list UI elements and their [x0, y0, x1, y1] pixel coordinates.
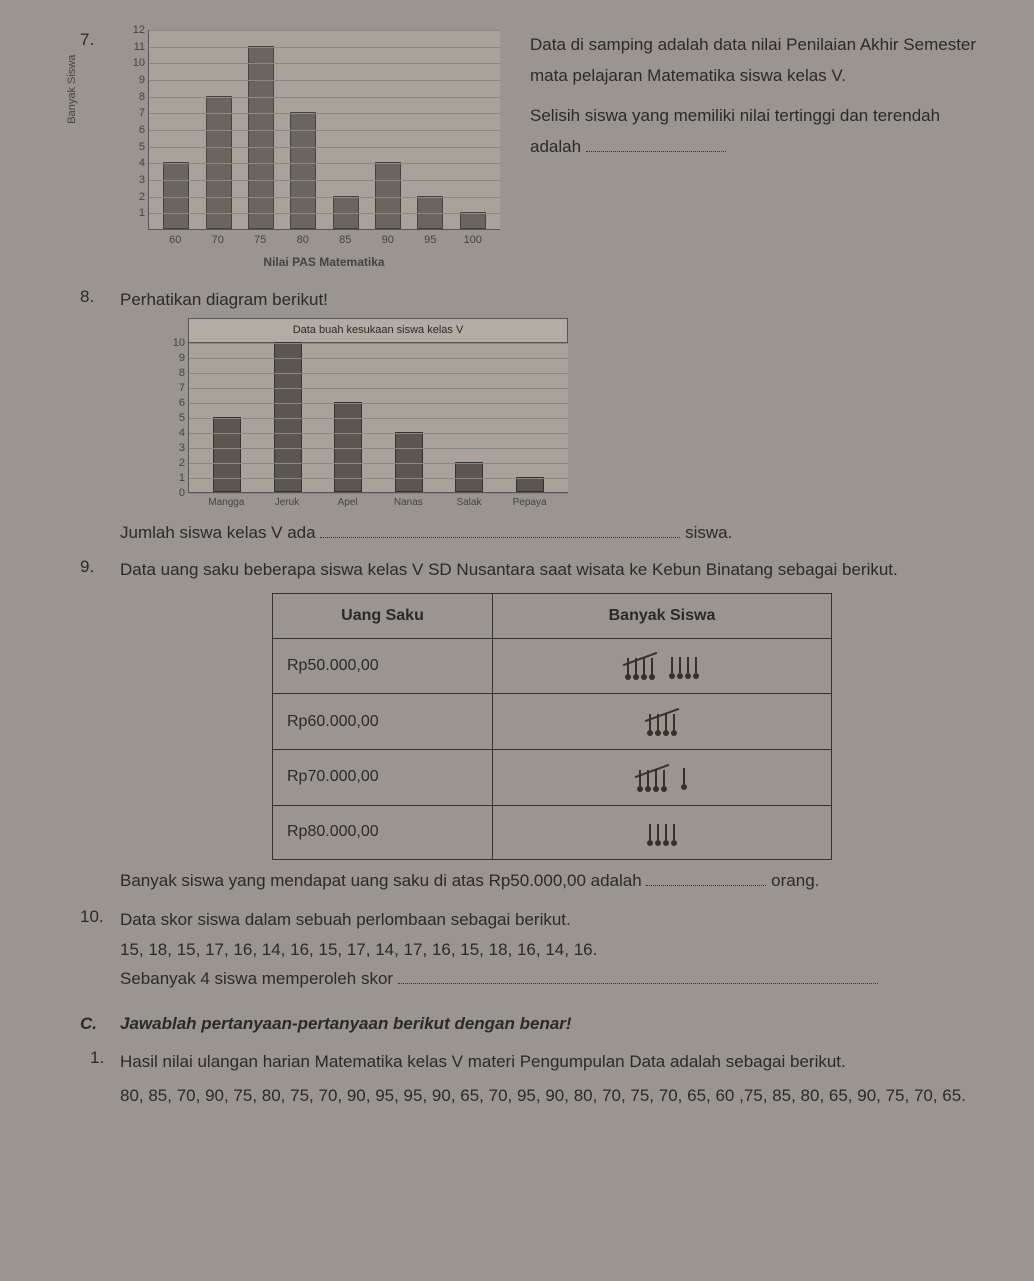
q7-xlabel: 70 — [205, 232, 231, 249]
table-row: Rp60.000,00 — [273, 694, 832, 750]
q8-blank — [320, 537, 680, 538]
c-q1-number: 1. — [80, 1048, 120, 1112]
q8-ytick: 4 — [165, 424, 185, 441]
q8-ytick: 3 — [165, 439, 185, 456]
q8-bar — [455, 462, 483, 492]
q9-number: 9. — [80, 557, 120, 893]
q8-number: 8. — [80, 287, 120, 546]
q10-data: 15, 18, 15, 17, 16, 14, 16, 15, 17, 14, … — [120, 937, 984, 963]
q8-bar — [516, 477, 544, 492]
q9-footer-suffix: orang. — [771, 871, 819, 890]
q7-ytick: 4 — [125, 155, 145, 172]
q7-xaxis-title: Nilai PAS Matematika — [148, 253, 500, 271]
q8-ytick: 7 — [165, 379, 185, 396]
q7-blank — [586, 151, 726, 152]
q9-tally-cell — [493, 694, 832, 750]
q9-tally-cell — [493, 749, 832, 805]
q8-chart: Data buah kesukaan siswa kelas V 0123456… — [160, 318, 984, 510]
q8-bar — [395, 432, 423, 492]
q9-tally-cell — [493, 638, 832, 694]
q7-number: 7. — [80, 30, 120, 271]
q7-ytick: 7 — [125, 105, 145, 122]
section-c-label: C. — [80, 1014, 120, 1034]
q8-bar — [213, 417, 241, 492]
q7-xlabel: 95 — [417, 232, 443, 249]
q10-footer: Sebanyak 4 siswa memperoleh skor — [120, 969, 393, 988]
q9-tally-cell — [493, 805, 832, 859]
q9-table: Uang Saku Banyak Siswa Rp50.000,00Rp60.0… — [272, 593, 832, 860]
c-q1-data: 80, 85, 70, 90, 75, 80, 75, 70, 90, 95, … — [120, 1082, 984, 1111]
q7-xlabel: 60 — [162, 232, 188, 249]
section-c-q1: 1. Hasil nilai ulangan harian Matematika… — [80, 1048, 984, 1112]
q8-xlabel: Jeruk — [267, 495, 307, 510]
q8-ytick: 1 — [165, 469, 185, 486]
table-row: Rp70.000,00 — [273, 749, 832, 805]
q9-text: Data uang saku beberapa siswa kelas V SD… — [120, 557, 984, 583]
q7-ytick: 6 — [125, 122, 145, 139]
q9-blank — [646, 885, 766, 886]
q8-bar — [274, 342, 302, 492]
q7-ytick: 9 — [125, 72, 145, 89]
q8-ytick: 5 — [165, 409, 185, 426]
q7-ytick: 3 — [125, 172, 145, 189]
q8-chart-title: Data buah kesukaan siswa kelas V — [188, 318, 568, 343]
q9-money-cell: Rp80.000,00 — [273, 805, 493, 859]
q7-bar — [417, 196, 443, 229]
q7-xlabel: 90 — [375, 232, 401, 249]
q9-money-cell: Rp70.000,00 — [273, 749, 493, 805]
q7-ytick: 5 — [125, 138, 145, 155]
q7-ytick: 12 — [125, 22, 145, 39]
q7-ytick: 11 — [125, 38, 145, 55]
q7-xlabel: 85 — [332, 232, 358, 249]
q7-bar — [333, 196, 359, 229]
q8-xlabel: Nanas — [388, 495, 428, 510]
q9-footer: Banyak siswa yang mendapat uang saku di … — [120, 871, 642, 890]
q7-xlabel: 75 — [247, 232, 273, 249]
q9-money-cell: Rp50.000,00 — [273, 638, 493, 694]
question-8: 8. Perhatikan diagram berikut! Data buah… — [80, 287, 984, 546]
q7-ytick: 1 — [125, 205, 145, 222]
q8-text: Perhatikan diagram berikut! — [120, 287, 984, 313]
q7-bar — [206, 96, 232, 229]
section-c-title: Jawablah pertanyaan-pertanyaan berikut d… — [120, 1014, 984, 1034]
c-q1-text: Hasil nilai ulangan harian Matematika ke… — [120, 1048, 984, 1077]
q7-xlabel: 80 — [290, 232, 316, 249]
q8-xlabel: Mangga — [206, 495, 246, 510]
table-row: Rp80.000,00 — [273, 805, 832, 859]
question-9: 9. Data uang saku beberapa siswa kelas V… — [80, 557, 984, 893]
q8-ytick: 8 — [165, 364, 185, 381]
q9-money-cell: Rp60.000,00 — [273, 694, 493, 750]
q10-text: Data skor siswa dalam sebuah perlombaan … — [120, 907, 984, 933]
question-10: 10. Data skor siswa dalam sebuah perlomb… — [80, 907, 984, 992]
q7-chart: Banyak Siswa 123456789101112 60707580859… — [120, 30, 500, 271]
q7-bar — [248, 46, 274, 229]
table-row: Rp50.000,00 — [273, 638, 832, 694]
q7-ytick: 10 — [125, 55, 145, 72]
q8-xlabel: Salak — [449, 495, 489, 510]
q8-xlabel: Apel — [328, 495, 368, 510]
section-c: C. Jawablah pertanyaan-pertanyaan beriku… — [80, 1014, 984, 1112]
q8-xlabel: Pepaya — [510, 495, 550, 510]
q8-ytick: 2 — [165, 454, 185, 471]
q8-ytick: 6 — [165, 394, 185, 411]
q8-footer: Jumlah siswa kelas V ada — [120, 523, 316, 542]
q7-text-1: Data di samping adalah data nilai Penila… — [530, 30, 984, 91]
question-7: 7. Banyak Siswa 123456789101112 60707580… — [80, 30, 984, 271]
q10-number: 10. — [80, 907, 120, 992]
q7-text-2: Selisih siswa yang memiliki nilai tertin… — [530, 106, 940, 156]
q8-footer-suffix: siswa. — [685, 523, 732, 542]
q9-th-0: Uang Saku — [273, 593, 493, 638]
q7-ytick: 2 — [125, 188, 145, 205]
q9-th-1: Banyak Siswa — [493, 593, 832, 638]
q7-xlabel: 100 — [460, 232, 486, 249]
q8-ytick: 10 — [165, 334, 185, 351]
q7-yaxis-title: Banyak Siswa — [64, 55, 81, 124]
q7-bar — [460, 212, 486, 229]
q8-ytick: 0 — [165, 484, 185, 501]
q8-ytick: 9 — [165, 349, 185, 366]
q7-ytick: 8 — [125, 88, 145, 105]
q10-blank — [398, 983, 878, 984]
